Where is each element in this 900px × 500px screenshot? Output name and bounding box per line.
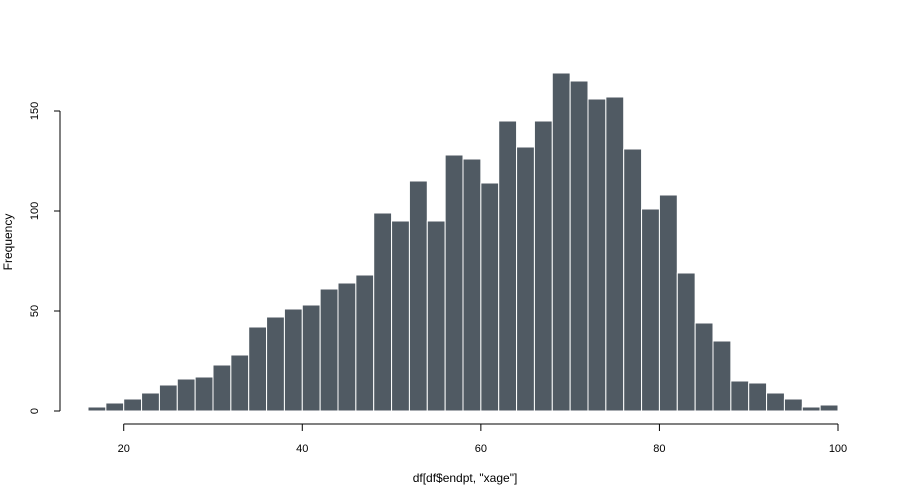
- histogram-bar: [391, 220, 410, 412]
- y-axis: 0 50 100 150: [29, 102, 61, 414]
- histogram-bar: [516, 146, 535, 412]
- histogram-bar: [748, 382, 768, 412]
- histogram-bar: [819, 404, 839, 412]
- histogram-bar: [158, 384, 178, 412]
- histogram-bar: [248, 326, 268, 412]
- histogram-bar: [373, 212, 393, 412]
- y-tick-label: 0: [29, 408, 41, 414]
- histogram-bar: [658, 194, 678, 412]
- histogram-bar: [498, 120, 518, 412]
- histogram-bar: [408, 180, 428, 412]
- histogram-bar: [123, 398, 143, 412]
- y-tick-label: 50: [29, 305, 41, 317]
- histogram-bar: [605, 96, 625, 412]
- histogram-bar: [694, 322, 714, 412]
- histogram-bar: [480, 182, 500, 412]
- bars-group: [87, 72, 839, 412]
- histogram-bar: [301, 304, 321, 412]
- histogram-bar: [426, 220, 446, 412]
- histogram-bar: [283, 308, 303, 412]
- histogram-bar: [569, 80, 589, 412]
- histogram-bar: [176, 378, 196, 412]
- histogram-bar: [444, 154, 464, 412]
- y-axis-label: Frequency: [1, 214, 15, 271]
- x-tick-label: 20: [118, 443, 130, 455]
- x-tick-label: 80: [653, 443, 665, 455]
- y-tick-label: 150: [29, 102, 41, 120]
- y-tick-label: 100: [29, 202, 41, 220]
- histogram-bar: [230, 354, 250, 412]
- histogram-bar: [212, 364, 232, 412]
- x-axis-label: df[df$endpt, "xage"]: [413, 471, 518, 485]
- histogram-bar: [266, 316, 285, 412]
- histogram-bar: [141, 392, 160, 412]
- x-tick-label: 60: [475, 443, 487, 455]
- x-tick-label: 100: [829, 443, 847, 455]
- histogram-bar: [641, 208, 660, 412]
- x-axis: 20 40 60 80 100: [118, 423, 847, 455]
- histogram-bar: [551, 72, 571, 412]
- histogram-bar: [623, 148, 643, 412]
- histogram-bar: [587, 98, 607, 412]
- histogram-bar: [712, 340, 732, 412]
- histogram-bar: [533, 120, 553, 412]
- histogram-bar: [801, 406, 821, 412]
- x-tick-label: 40: [296, 443, 308, 455]
- histogram-bar: [355, 274, 375, 412]
- histogram-bar: [319, 288, 339, 412]
- histogram-bar: [462, 158, 482, 412]
- histogram-bar: [676, 272, 696, 412]
- histogram-bar: [337, 282, 357, 412]
- histogram-bar: [766, 392, 785, 412]
- histogram-bar: [194, 376, 214, 412]
- histogram-bar: [105, 402, 125, 412]
- histogram-bar: [783, 398, 803, 412]
- histogram-bar: [730, 380, 750, 412]
- histogram-bar: [87, 406, 107, 412]
